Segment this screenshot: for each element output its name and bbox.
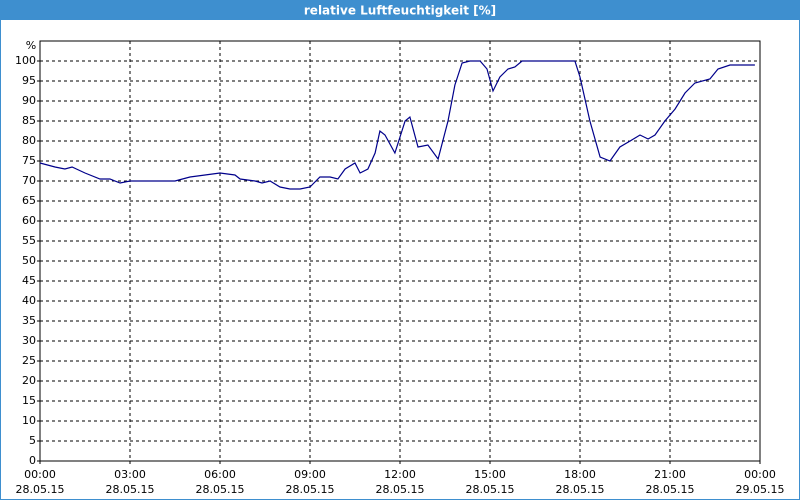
x-tick-label: 28.05.15 [286, 483, 335, 496]
y-axis-label: % [26, 39, 36, 52]
y-tick-label: 60 [22, 214, 36, 227]
plot-border [39, 40, 761, 462]
y-tick-label: 15 [22, 394, 36, 407]
x-tick-label: 29.05.15 [736, 483, 785, 496]
x-tick-label: 28.05.15 [466, 483, 515, 496]
y-tick-label: 85 [22, 114, 36, 127]
x-tick-label: 28.05.15 [16, 483, 65, 496]
y-tick-label: 25 [22, 354, 36, 367]
y-tick-label: 0 [29, 454, 36, 467]
x-tick-label: 18:00 [564, 468, 596, 481]
x-tick-label: 06:00 [204, 468, 236, 481]
y-tick-label: 20 [22, 374, 36, 387]
y-tick-label: 55 [22, 234, 36, 247]
y-tick-label: 65 [22, 194, 36, 207]
x-tick-label: 00:00 [744, 468, 776, 481]
x-tick-label: 12:00 [384, 468, 416, 481]
x-tick-label: 21:00 [654, 468, 686, 481]
x-tick-label: 09:00 [294, 468, 326, 481]
y-tick-label: 5 [29, 434, 36, 447]
x-tick-label: 00:00 [24, 468, 56, 481]
y-tick-label: 90 [22, 94, 36, 107]
x-tick-label: 03:00 [114, 468, 146, 481]
data-line [39, 60, 755, 190]
y-tick-label: 95 [22, 74, 36, 87]
y-tick-label: 30 [22, 334, 36, 347]
chart-title: relative Luftfeuchtigkeit [%] [304, 4, 496, 18]
y-tick-label: 35 [22, 314, 36, 327]
x-tick-label: 15:00 [474, 468, 506, 481]
y-tick-label: 50 [22, 254, 36, 267]
x-tick-label: 28.05.15 [376, 483, 425, 496]
x-tick-label: 28.05.15 [646, 483, 695, 496]
title-bar [0, 0, 800, 20]
y-tick-label: 80 [22, 134, 36, 147]
x-tick-label: 28.05.15 [556, 483, 605, 496]
y-tick-label: 70 [22, 174, 36, 187]
y-tick-label: 100 [15, 54, 36, 67]
y-tick-label: 40 [22, 294, 36, 307]
y-tick-label: 75 [22, 154, 36, 167]
x-tick-label: 28.05.15 [196, 483, 245, 496]
y-tick-label: 10 [22, 414, 36, 427]
y-tick-label: 45 [22, 274, 36, 287]
x-tick-label: 28.05.15 [106, 483, 155, 496]
